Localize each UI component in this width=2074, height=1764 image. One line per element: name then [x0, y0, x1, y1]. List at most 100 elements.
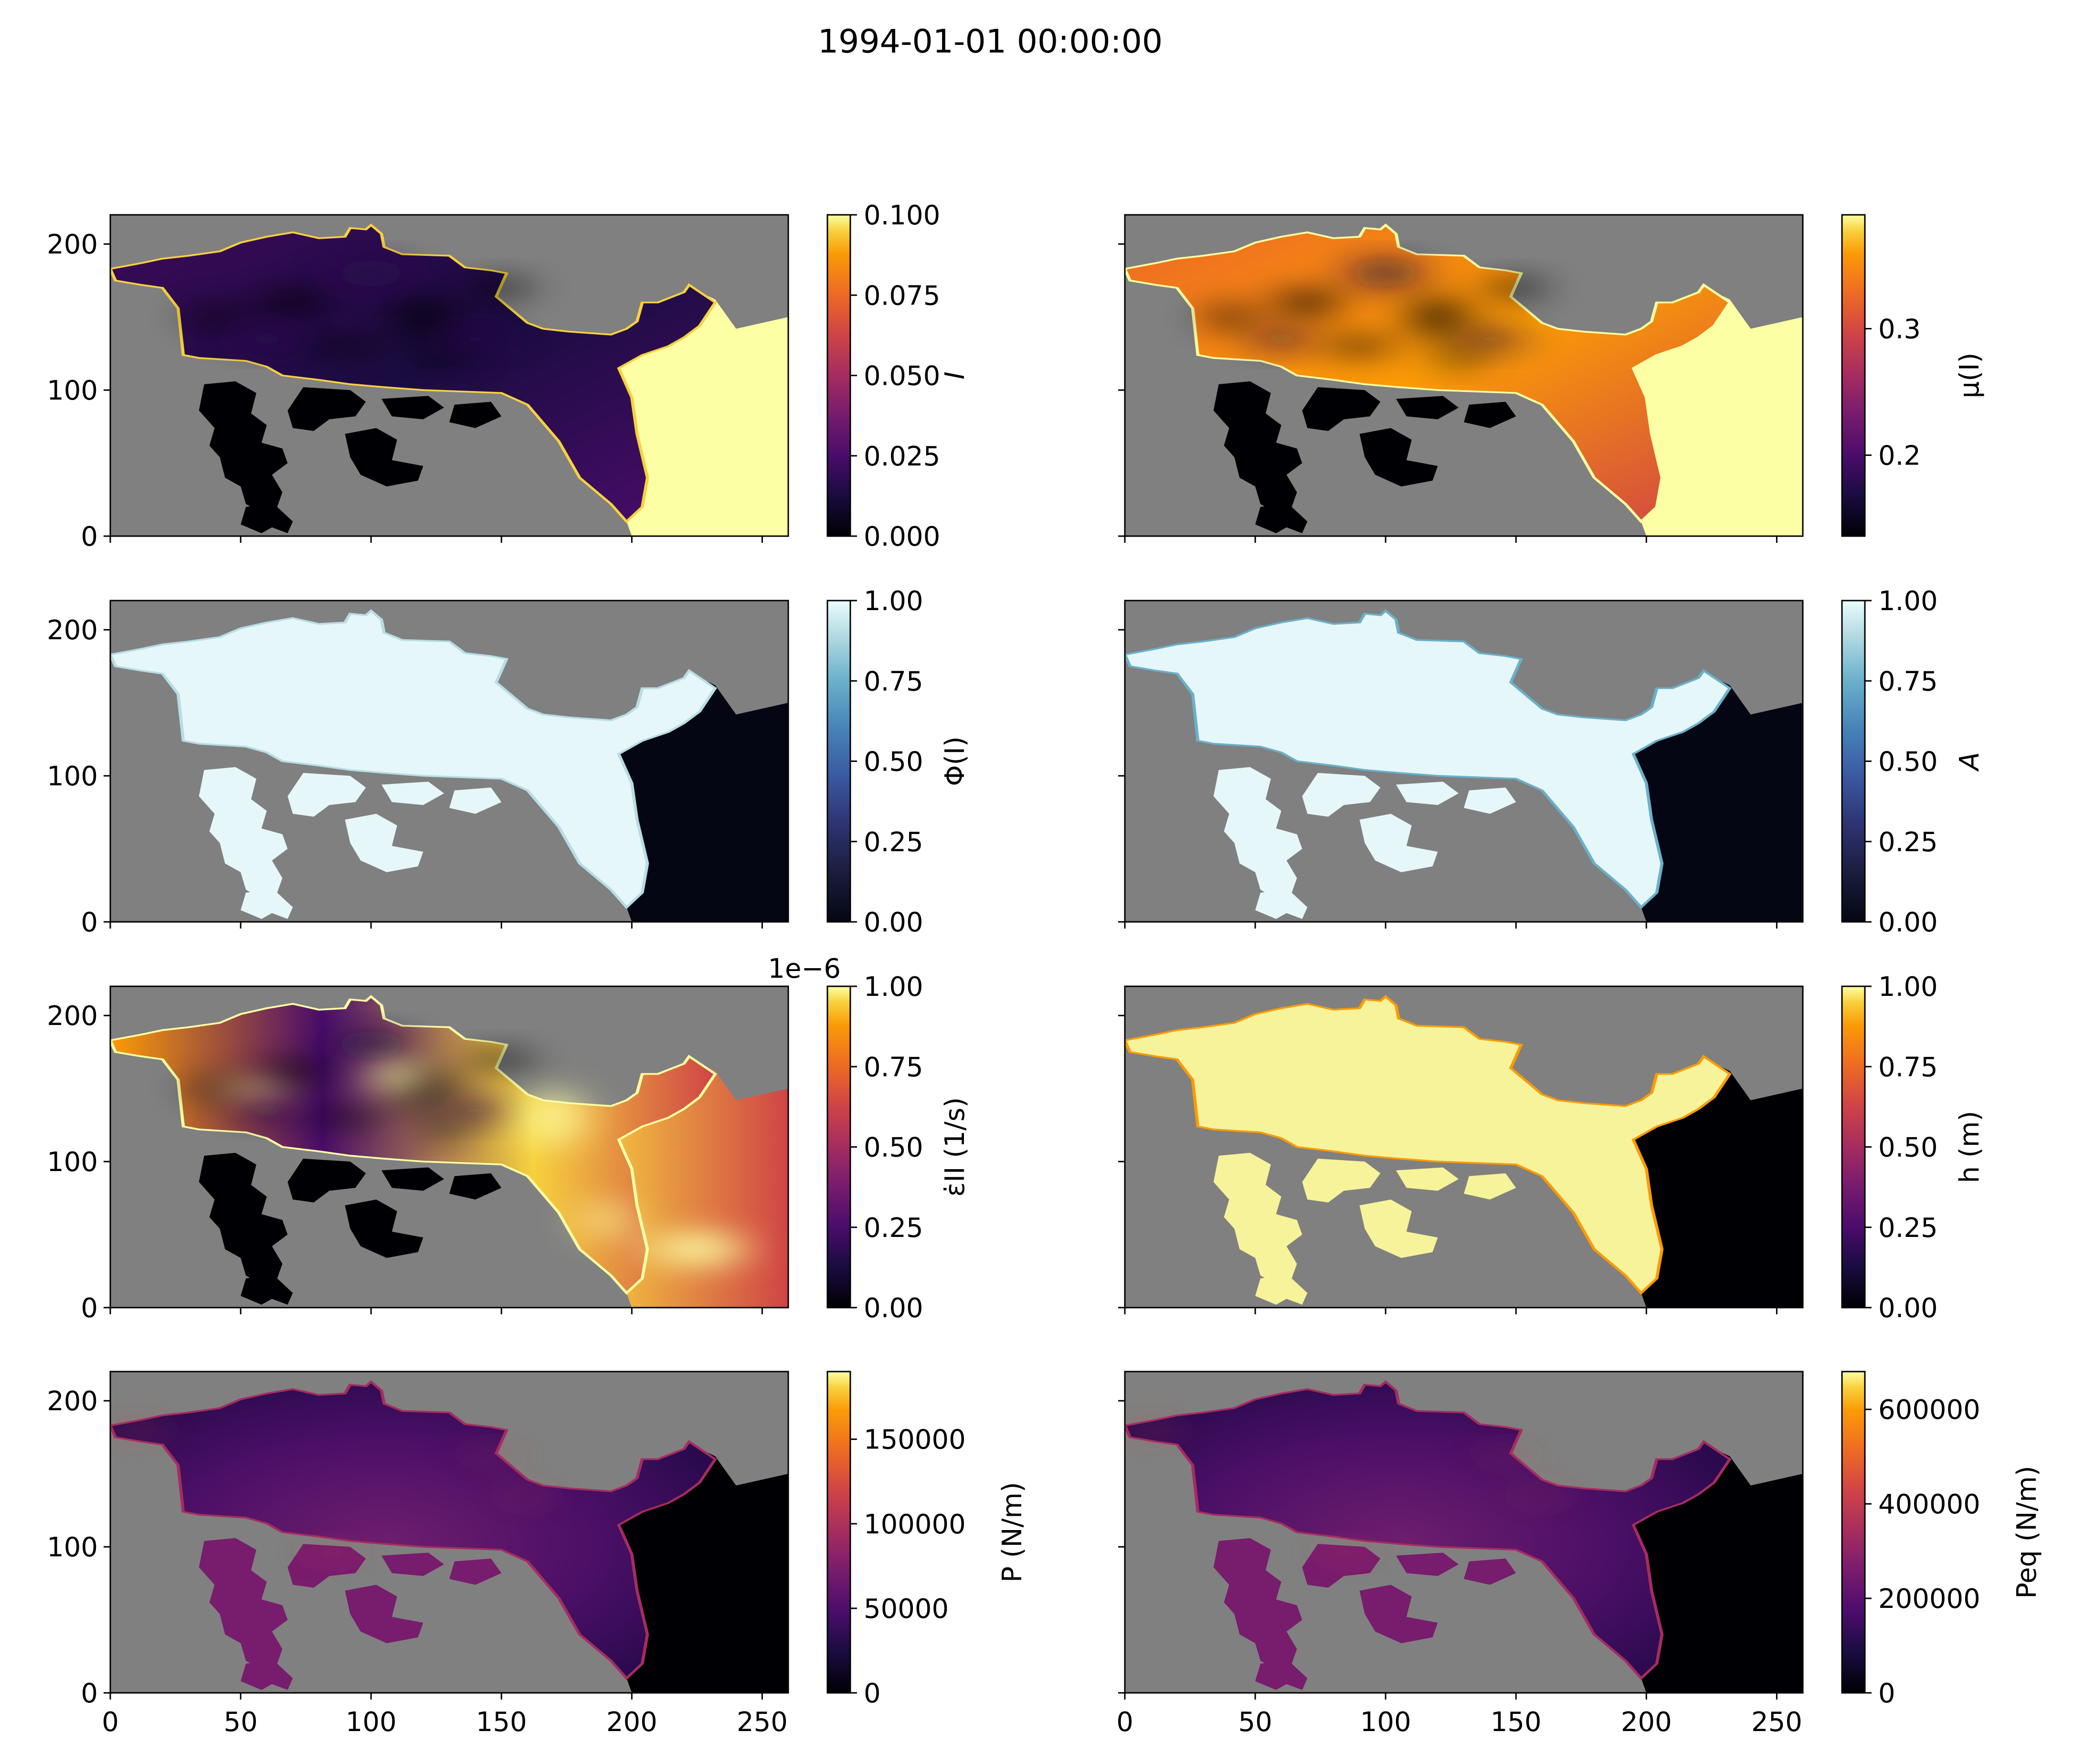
x-tick-label: 0 — [102, 1707, 119, 1738]
colorbar-Phi: 0.00 0.25 0.50 0.75 1.00 Φ(I) — [826, 586, 971, 938]
panel-Peq: 0 50 100 150 200 250 0 200000 400000 600000 Peq (N… — [1116, 1371, 2042, 1738]
colorbar-gradient — [1842, 215, 1865, 536]
y-tick-label: 100 — [47, 1147, 98, 1178]
colorbar-tick-label: 0.75 — [1878, 666, 1938, 697]
colorbar-frame — [1841, 214, 1866, 537]
colorbar-tick-label: 0.25 — [1878, 1213, 1938, 1244]
y-tick-label: 200 — [47, 229, 98, 260]
field-patch — [444, 328, 507, 349]
colorbar-gradient — [827, 215, 850, 536]
colorbar-gradient — [1842, 1372, 1865, 1693]
colorbar-label: P (N/m) — [997, 1482, 1028, 1583]
field-structure — [241, 258, 507, 351]
colorbar-label: Φ(I) — [940, 736, 971, 786]
colorbar-tick-label: 0.75 — [864, 666, 923, 697]
field-patch — [650, 1231, 744, 1267]
axes-frame — [1124, 214, 1804, 537]
colorbar-tick-label: 0.50 — [864, 1132, 923, 1163]
colorbar-tick-label: 600000 — [1878, 1394, 1980, 1426]
field-patch — [334, 1030, 408, 1059]
strain-highlights — [217, 1059, 744, 1267]
heatmap-strain — [110, 986, 788, 1308]
x-tick-label: 250 — [1751, 1707, 1802, 1738]
x-tick-label: 150 — [476, 1707, 527, 1738]
field-patch — [261, 289, 324, 316]
pressure-highlights — [1135, 1424, 1553, 1557]
colorbar-tick-label: 0.50 — [864, 747, 923, 778]
colorbar-label: ε̇II (1/s) — [940, 1097, 971, 1196]
panel-P: 0 50 100 150 200 250 0 100 200 0 50000 100000 150000… — [47, 1371, 1028, 1738]
colorbar-tick-label: 0.25 — [864, 827, 923, 858]
y-tick-label: 0 — [81, 1678, 98, 1709]
heatmap-I — [110, 215, 788, 536]
field-patch — [517, 1489, 538, 1502]
colorbar-A: 0.00 0.25 0.50 0.75 1.00 A — [1841, 586, 1985, 938]
x-tick-label: 200 — [606, 1707, 657, 1738]
axes-frame — [1124, 985, 1804, 1309]
field-patch — [1255, 327, 1308, 351]
colorbar-tick-label: 0.00 — [1878, 907, 1938, 938]
colorbar-gradient — [827, 601, 850, 922]
colorbar-tick-label: 1.00 — [1878, 972, 1938, 1003]
colorbar-tick-label: 0.75 — [1878, 1052, 1938, 1083]
panel-mu: 0.2 0.3 μ(I) — [1118, 214, 1985, 543]
heatmap-mu — [1125, 215, 1803, 536]
colorbar-tick-label: 0.000 — [864, 521, 940, 552]
colorbar-gradient — [1842, 601, 1865, 922]
axes-frame — [1124, 600, 1804, 923]
field-patch — [1328, 337, 1391, 355]
field-patch — [444, 1100, 507, 1121]
colorbar-tick-label: 400000 — [1878, 1489, 1980, 1520]
colorbar-frame — [826, 1371, 851, 1694]
colorbar-gradient — [827, 1372, 850, 1693]
axes-frame — [109, 600, 789, 923]
heatmap-A — [1125, 601, 1803, 922]
field-P — [110, 1382, 788, 1693]
y-tick-label: 0 — [81, 521, 98, 552]
heatmap-Peq — [1125, 1372, 1803, 1693]
field-Peq — [1125, 1382, 1803, 1693]
x-tick-label: 150 — [1491, 1707, 1542, 1738]
colorbar-label: μ(I) — [1954, 353, 1985, 399]
x-tick-label: 100 — [1360, 1707, 1411, 1738]
field-patch — [1276, 289, 1339, 316]
y-tick-label: 0 — [81, 1293, 98, 1324]
field-patch — [1349, 258, 1422, 288]
colorbar-tick-label: 0.075 — [864, 280, 940, 311]
field-patch — [1211, 302, 1248, 332]
field-patch — [314, 1109, 377, 1127]
colorbar-tick-label: 1.00 — [864, 972, 923, 1003]
panel-A: 0.00 0.25 0.50 0.75 1.00 A — [1118, 586, 1985, 938]
colorbar-tick-label: 0.25 — [1878, 827, 1938, 858]
x-tick-label: 50 — [1238, 1707, 1272, 1738]
colorbar-tick-label: 1.00 — [864, 586, 923, 617]
field-structure — [1255, 258, 1522, 351]
field-patch — [241, 1099, 293, 1122]
field-strain — [110, 996, 788, 1308]
field-patch — [478, 1047, 525, 1071]
field-patch — [1492, 276, 1540, 300]
field-patch — [423, 349, 465, 367]
field-patch — [397, 296, 449, 338]
y-tick-label: 200 — [47, 1386, 98, 1417]
colorbar-tick-label: 0 — [864, 1678, 881, 1709]
panel-strain: 0 100 200 0.00 0.25 0.50 0.75 1.00 1e−6 ε̇II (1/s… — [47, 953, 971, 1324]
field-patch — [480, 1447, 502, 1459]
field-structure — [241, 1030, 507, 1122]
field-patch — [1532, 1489, 1553, 1502]
colorbar-tick-label: 0.50 — [1878, 747, 1938, 778]
x-tick-label: 0 — [1116, 1707, 1133, 1738]
field-I — [110, 225, 788, 536]
panel-h: 0.00 0.25 0.50 0.75 1.00 h (m) — [1118, 972, 1985, 1324]
colorbar-tick-label: 100000 — [864, 1509, 966, 1540]
colorbar-tick-label: 0.75 — [864, 1052, 923, 1083]
axes-frame — [109, 214, 789, 537]
colorbar-label: I — [940, 371, 971, 380]
field-patch — [478, 276, 525, 300]
colorbar-label: h (m) — [1954, 1111, 1985, 1183]
colorbar-tick-label: 0.00 — [864, 907, 923, 938]
field-structure — [196, 276, 525, 367]
y-tick-label: 200 — [47, 615, 98, 646]
x-tick-label: 100 — [346, 1707, 397, 1738]
colorbar-tick-label: 200000 — [1878, 1584, 1980, 1615]
